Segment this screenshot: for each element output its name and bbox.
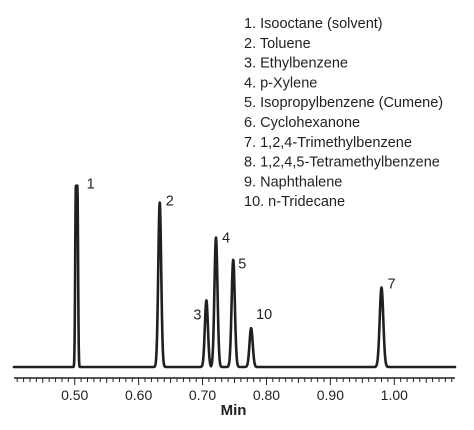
- legend-item: 8. 1,2,4,5-Tetramethylbenzene: [244, 155, 440, 171]
- peak-label-1: 1: [87, 177, 95, 193]
- x-axis-title: Min: [221, 402, 247, 419]
- legend: 1. Isooctane (solvent) 2. Toluene 3. Ethyl…: [244, 16, 443, 210]
- legend-item: 10. n-Tridecane: [244, 194, 345, 210]
- peak-label-3: 3: [193, 307, 201, 323]
- legend-item: 3. Ethylbenzene: [244, 56, 348, 72]
- peak-label-4: 4: [222, 231, 230, 247]
- peak-labels: 1 2 3 45 10 7: [87, 177, 396, 324]
- x-axis-ticks: [16, 378, 453, 385]
- peak-label-2: 2: [166, 193, 174, 209]
- legend-item: 2. Toluene: [244, 36, 311, 52]
- x-tick-label: 0.80: [253, 387, 280, 403]
- x-tick-label: 1.00: [381, 387, 408, 403]
- chromatogram-trace: [12, 184, 457, 369]
- peak-label-10: 10: [256, 307, 272, 323]
- legend-item: 7. 1,2,4-Trimethylbenzene: [244, 135, 412, 151]
- peak-label-5: 5: [238, 257, 246, 273]
- legend-item: 9. Naphthalene: [244, 174, 342, 190]
- x-tick-label: 0.60: [125, 387, 152, 403]
- x-axis-tick-labels: 0.50 0.60 0.70 0.80 0.90 1.00: [61, 387, 408, 403]
- legend-item: 5. Isopropylbenzene (Cumene): [244, 95, 443, 111]
- x-tick-label: 0.50: [61, 387, 88, 403]
- x-tick-label: 0.90: [317, 387, 344, 403]
- legend-item: 4. p-Xylene: [244, 75, 317, 91]
- peak-label-7: 7: [388, 276, 396, 292]
- legend-item: 6. Cyclohexanone: [244, 115, 360, 131]
- x-tick-label: 0.70: [189, 387, 216, 403]
- legend-item: 1. Isooctane (solvent): [244, 16, 383, 32]
